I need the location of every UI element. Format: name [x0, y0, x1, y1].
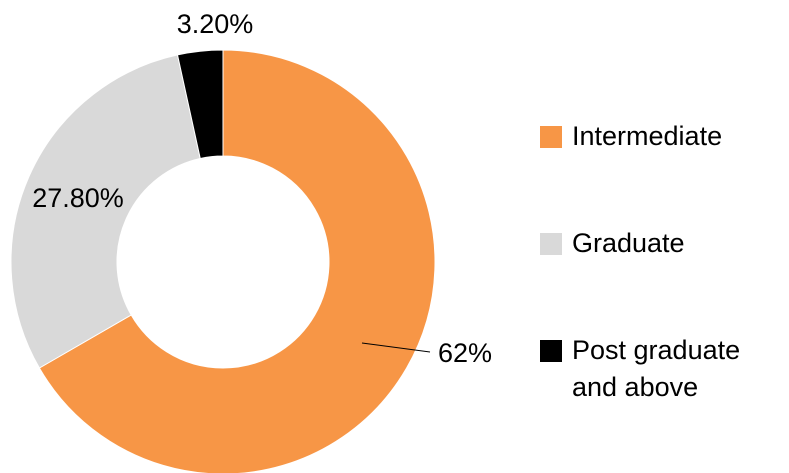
donut-slice [38, 49, 436, 473]
legend-swatch [540, 340, 562, 362]
legend-swatch [540, 233, 562, 255]
legend-swatch [540, 126, 562, 148]
data-label: 3.20% [177, 9, 254, 39]
donut-slice [176, 49, 224, 160]
legend-item: Graduate [540, 225, 789, 262]
donut-slice [10, 54, 201, 369]
legend-label: Post graduate and above [572, 335, 741, 402]
legend-item: Post graduate and above [540, 332, 789, 406]
legend-label: Intermediate [572, 121, 723, 151]
legend-item: Intermediate [540, 118, 789, 155]
data-label: 62% [438, 338, 492, 368]
legend-label: Graduate [572, 228, 685, 258]
data-label: 27.80% [32, 183, 124, 213]
leader-line [361, 342, 431, 353]
